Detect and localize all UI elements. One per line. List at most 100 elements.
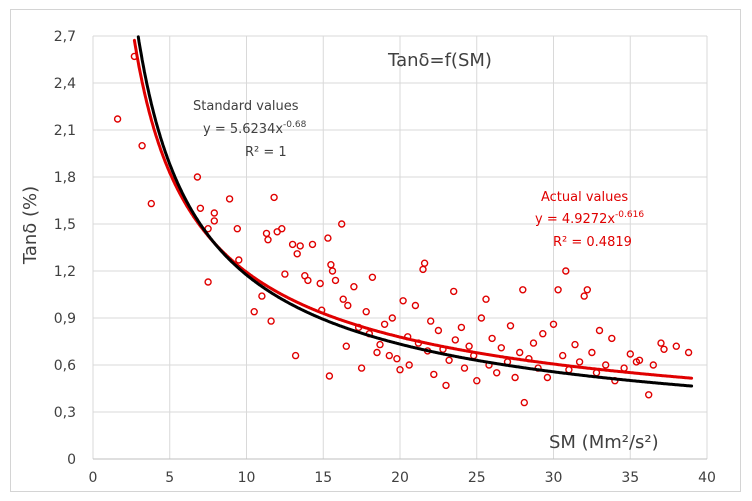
data-point — [376, 340, 384, 349]
data-point — [477, 314, 486, 322]
data-point — [602, 361, 610, 369]
data-point — [645, 391, 653, 399]
y-axis-label: Tanδ (%) — [20, 186, 41, 265]
data-point — [488, 334, 496, 343]
data-point — [506, 322, 515, 330]
data-point — [595, 326, 604, 335]
data-point — [325, 372, 334, 380]
y-tick-label: 2,7 — [54, 29, 76, 45]
data-point — [338, 220, 346, 228]
data-point — [559, 351, 567, 360]
data-point — [327, 261, 335, 269]
data-point — [519, 286, 527, 294]
actual-series-name: Actual values — [541, 190, 628, 205]
data-point — [451, 336, 459, 344]
data-point — [233, 224, 242, 233]
data-point — [342, 342, 350, 350]
data-point — [457, 323, 466, 332]
data-point — [520, 398, 528, 407]
data-point — [293, 250, 301, 258]
tick-labels: 0 5 10 15 20 25 30 35 40 0 0,3 0,6 0,9 1,2 1,5 1,8 2,1 2,… — [54, 29, 716, 486]
data-point — [434, 326, 443, 335]
y-tick-label: 1,8 — [54, 170, 76, 186]
x-tick-label: 10 — [238, 470, 256, 486]
x-tick-label: 40 — [698, 470, 716, 486]
data-point — [196, 204, 205, 213]
data-point — [368, 273, 377, 281]
data-point — [420, 259, 429, 267]
data-point — [442, 381, 450, 390]
standard-equation: y = 5.6234x-0.68 — [203, 120, 307, 137]
data-point — [554, 286, 562, 294]
data-point — [373, 348, 381, 357]
data-point — [473, 377, 481, 385]
data-point — [657, 339, 665, 347]
actual-trendline — [132, 38, 694, 380]
data-point — [308, 240, 317, 249]
x-tick-label: 20 — [391, 470, 409, 486]
data-point — [388, 314, 396, 322]
data-point — [583, 286, 591, 294]
standard-series-name: Standard values — [193, 99, 299, 114]
data-point — [304, 276, 312, 285]
data-point — [324, 234, 332, 242]
data-point — [497, 344, 505, 352]
data-point — [493, 369, 501, 377]
data-point — [296, 242, 304, 250]
data-point — [445, 356, 453, 364]
data-point — [288, 240, 297, 249]
data-point — [278, 224, 286, 233]
y-tick-label: 2,4 — [54, 76, 76, 92]
data-point — [672, 342, 680, 350]
trendlines — [132, 35, 694, 388]
data-point — [331, 276, 340, 285]
data-point — [465, 342, 473, 350]
data-point — [430, 370, 438, 379]
data-point — [291, 351, 300, 360]
x-tick-label: 0 — [89, 470, 98, 486]
data-point — [620, 364, 628, 372]
standard-r2: R² = 1 — [245, 145, 287, 160]
data-point — [193, 173, 202, 181]
data-point — [380, 320, 389, 328]
data-point — [250, 308, 258, 316]
data-point — [264, 235, 272, 244]
y-tick-label: 2,1 — [54, 123, 76, 139]
x-tick-label: 5 — [165, 470, 174, 486]
data-point — [684, 348, 693, 357]
data-point — [539, 330, 547, 338]
data-point — [427, 317, 435, 325]
y-tick-label: 1,5 — [54, 217, 76, 233]
y-tick-label: 0,9 — [54, 311, 76, 327]
data-point — [113, 115, 122, 123]
actual-equation: y = 4.9272x-0.616 — [535, 210, 644, 227]
data-point — [385, 351, 393, 360]
data-point — [138, 141, 146, 150]
data-point — [393, 355, 401, 363]
data-point — [270, 193, 278, 202]
data-point — [339, 295, 347, 303]
chart-title: Tanδ=f(SM) — [387, 50, 492, 71]
x-tick-label: 25 — [468, 470, 486, 486]
y-tick-label: 1,2 — [54, 264, 76, 280]
data-point — [529, 339, 538, 347]
data-point — [362, 308, 370, 316]
data-point — [316, 279, 324, 288]
data-point — [344, 301, 352, 310]
data-point — [575, 358, 584, 366]
data-point — [460, 364, 469, 372]
standard-trendline — [136, 35, 694, 388]
data-points — [113, 52, 693, 407]
data-point — [482, 295, 490, 303]
data-point — [543, 373, 552, 382]
data-point — [399, 297, 407, 305]
data-point — [588, 348, 596, 357]
data-point — [660, 345, 668, 353]
data-point — [580, 292, 588, 300]
data-point — [267, 317, 275, 325]
data-point — [210, 217, 219, 225]
x-axis-label: SM (Mm²/s²) — [549, 432, 659, 453]
data-point — [357, 364, 366, 372]
data-point — [571, 340, 579, 349]
data-point — [549, 320, 558, 328]
